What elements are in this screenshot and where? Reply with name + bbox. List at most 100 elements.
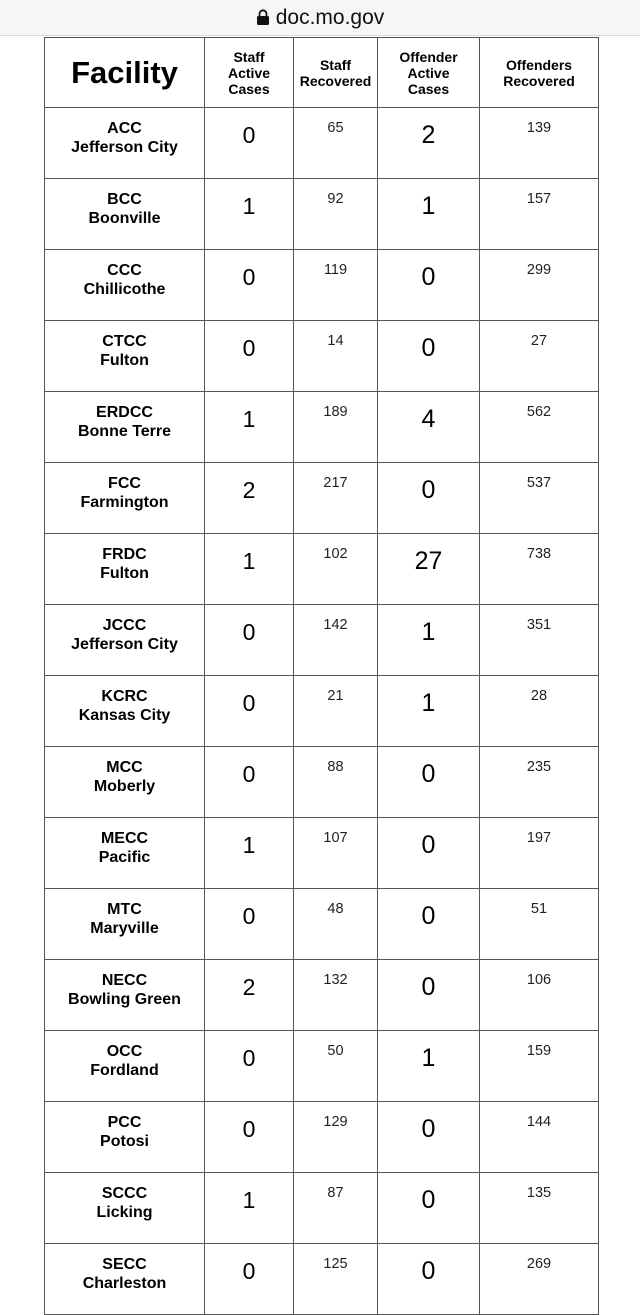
offenders-recovered-cell: 299 xyxy=(479,249,599,321)
table-row: SECC Charleston 0 125 0 269 xyxy=(44,1243,599,1315)
staff-active-cases-cell: 0 xyxy=(204,604,294,676)
staff-recovered-cell: 119 xyxy=(293,249,378,321)
staff-recovered-cell: 21 xyxy=(293,675,378,747)
facility-cell: FCC Farmington xyxy=(44,462,205,534)
facility-code: MCC xyxy=(106,759,143,776)
facility-city: Boonville xyxy=(88,210,161,227)
header-staff-recovered: Staff Recovered xyxy=(293,37,378,108)
staff-recovered-cell: 107 xyxy=(293,817,378,889)
table-row: MECC Pacific 1 107 0 197 xyxy=(44,817,599,889)
table-row: CCC Chillicothe 0 119 0 299 xyxy=(44,249,599,321)
offenders-recovered-cell: 139 xyxy=(479,107,599,179)
facility-code: FRDC xyxy=(102,546,147,563)
facility-city: Fordland xyxy=(90,1062,159,1079)
facility-cell: SECC Charleston xyxy=(44,1243,205,1315)
staff-active-cases-cell: 0 xyxy=(204,675,294,747)
staff-active-cases-cell: 0 xyxy=(204,888,294,960)
facility-cell: OCC Fordland xyxy=(44,1030,205,1102)
facility-code: NECC xyxy=(101,972,148,989)
staff-active-cases-cell: 1 xyxy=(204,1172,294,1244)
offenders-recovered-cell: 27 xyxy=(479,320,599,392)
facility-cell: CCC Chillicothe xyxy=(44,249,205,321)
offender-active-cases-cell: 2 xyxy=(377,107,480,179)
facility-city: Jefferson City xyxy=(71,139,178,156)
facility-code: MECC xyxy=(100,830,149,847)
offender-active-cases-cell: 1 xyxy=(377,675,480,747)
offender-active-cases-cell: 0 xyxy=(377,1172,480,1244)
offender-active-cases-cell: 27 xyxy=(377,533,480,605)
table-row: FCC Farmington 2 217 0 537 xyxy=(44,462,599,534)
header-offenders-recovered: Offenders Recovered xyxy=(479,37,599,108)
offender-active-cases-cell: 0 xyxy=(377,817,480,889)
facility-cell: MTC Maryville xyxy=(44,888,205,960)
offender-active-cases-cell: 0 xyxy=(377,462,480,534)
table-row: BCC Boonville 1 92 1 157 xyxy=(44,178,599,250)
table-row: SCCC Licking 1 87 0 135 xyxy=(44,1172,599,1244)
staff-recovered-cell: 102 xyxy=(293,533,378,605)
facility-city: Jefferson City xyxy=(71,636,178,653)
facility-code: OCC xyxy=(106,1043,143,1060)
facility-code: JCCC xyxy=(102,617,147,634)
offender-active-cases-cell: 0 xyxy=(377,888,480,960)
staff-recovered-cell: 142 xyxy=(293,604,378,676)
staff-active-cases-cell: 0 xyxy=(204,746,294,818)
table-row: JCCC Jefferson City 0 142 1 351 xyxy=(44,604,599,676)
facility-cell: SCCC Licking xyxy=(44,1172,205,1244)
facility-cell: MECC Pacific xyxy=(44,817,205,889)
staff-recovered-cell: 217 xyxy=(293,462,378,534)
staff-active-cases-cell: 1 xyxy=(204,533,294,605)
offender-active-cases-cell: 4 xyxy=(377,391,480,463)
table-row: ACC Jefferson City 0 65 2 139 xyxy=(44,107,599,179)
staff-active-cases-cell: 0 xyxy=(204,1243,294,1315)
staff-active-cases-cell: 0 xyxy=(204,249,294,321)
table-row: FRDC Fulton 1 102 27 738 xyxy=(44,533,599,605)
facility-city: Potosi xyxy=(100,1133,149,1150)
staff-active-cases-cell: 1 xyxy=(204,817,294,889)
offenders-recovered-cell: 197 xyxy=(479,817,599,889)
staff-recovered-cell: 129 xyxy=(293,1101,378,1173)
staff-recovered-cell: 50 xyxy=(293,1030,378,1102)
offender-active-cases-cell: 0 xyxy=(377,1101,480,1173)
offender-active-cases-cell: 1 xyxy=(377,604,480,676)
lock-icon xyxy=(256,8,269,25)
header-staff-active-cases: Staff Active Cases xyxy=(204,37,294,108)
staff-active-cases-cell: 2 xyxy=(204,462,294,534)
offenders-recovered-cell: 537 xyxy=(479,462,599,534)
facility-city: Pacific xyxy=(98,849,151,866)
facility-cell: CTCC Fulton xyxy=(44,320,205,392)
facility-code: ERDCC xyxy=(96,404,153,421)
facility-city: Maryville xyxy=(90,920,159,937)
table-row: ERDCC Bonne Terre 1 189 4 562 xyxy=(44,391,599,463)
facility-cell: ACC Jefferson City xyxy=(44,107,205,179)
table-row: KCRC Kansas City 0 21 1 28 xyxy=(44,675,599,747)
url-text: doc.mo.gov xyxy=(275,5,385,29)
facility-code: SCCC xyxy=(101,1185,148,1202)
staff-recovered-cell: 189 xyxy=(293,391,378,463)
facility-code: MTC xyxy=(107,901,142,918)
table-row: OCC Fordland 0 50 1 159 xyxy=(44,1030,599,1102)
facility-cell: KCRC Kansas City xyxy=(44,675,205,747)
table-row: CTCC Fulton 0 14 0 27 xyxy=(44,320,599,392)
facility-code: FCC xyxy=(108,475,141,492)
facility-city: Fulton xyxy=(100,352,149,369)
header-facility: Facility xyxy=(44,37,205,108)
staff-active-cases-cell: 1 xyxy=(204,391,294,463)
header-offender-active-cases: Offender Active Cases xyxy=(377,37,480,108)
staff-active-cases-cell: 0 xyxy=(204,320,294,392)
facility-cell: BCC Boonville xyxy=(44,178,205,250)
staff-recovered-cell: 14 xyxy=(293,320,378,392)
table-row: MCC Moberly 0 88 0 235 xyxy=(44,746,599,818)
offenders-recovered-cell: 51 xyxy=(479,888,599,960)
staff-active-cases-cell: 2 xyxy=(204,959,294,1031)
facility-code: ACC xyxy=(107,120,142,137)
offender-active-cases-cell: 0 xyxy=(377,1243,480,1315)
offenders-recovered-cell: 235 xyxy=(479,746,599,818)
facility-cell: PCC Potosi xyxy=(44,1101,205,1173)
staff-recovered-cell: 65 xyxy=(293,107,378,179)
offender-active-cases-cell: 0 xyxy=(377,320,480,392)
table-row: MTC Maryville 0 48 0 51 xyxy=(44,888,599,960)
address-bar[interactable]: doc.mo.gov xyxy=(0,0,640,36)
facility-city: Charleston xyxy=(82,1275,167,1292)
staff-recovered-cell: 87 xyxy=(293,1172,378,1244)
facility-city: Bonne Terre xyxy=(77,423,172,440)
